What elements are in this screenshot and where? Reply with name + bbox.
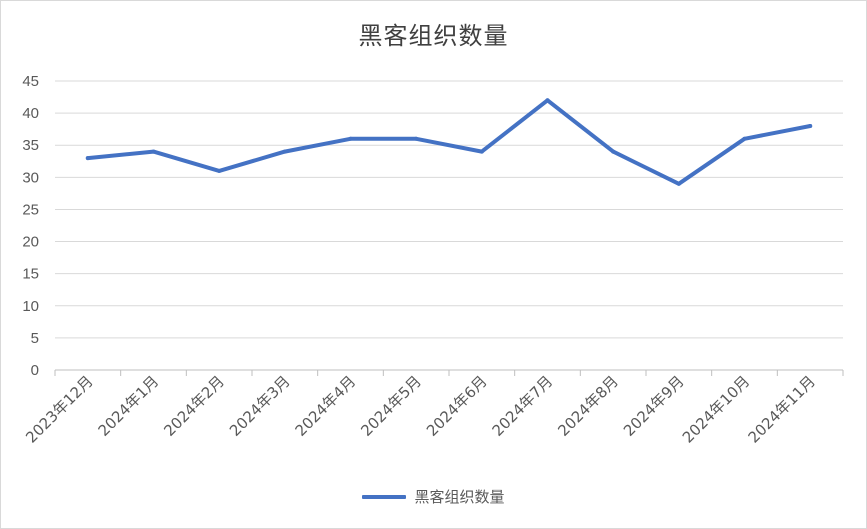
y-tick-label: 45	[22, 73, 39, 90]
x-tick-label: 2023年12月	[22, 372, 96, 446]
y-tick-label: 10	[22, 298, 39, 315]
data-point	[348, 136, 353, 141]
x-tick-label: 2024年10月	[679, 372, 753, 446]
data-point	[808, 123, 813, 128]
y-tick-label: 0	[31, 362, 39, 379]
series-line	[85, 98, 813, 186]
x-tick-label: 2024年8月	[554, 372, 622, 440]
data-point	[676, 181, 681, 186]
legend-swatch	[362, 494, 407, 499]
y-tick-label: 20	[22, 234, 39, 251]
data-point	[479, 149, 484, 154]
x-tick-label: 2024年4月	[292, 372, 360, 440]
legend-label: 黑客组织数量	[414, 488, 505, 506]
y-tick-label: 15	[22, 266, 39, 283]
legend: 黑客组织数量	[0, 486, 867, 507]
y-tick-label: 40	[22, 105, 39, 122]
chart-title: 黑客组织数量	[358, 22, 509, 50]
data-point	[742, 136, 747, 141]
x-tick-label: 2024年6月	[423, 372, 491, 440]
x-tick-label: 2024年7月	[489, 372, 557, 440]
data-point	[217, 168, 222, 173]
x-tick-label: 2024年9月	[620, 372, 688, 440]
data-point	[545, 98, 550, 103]
y-tick-label: 35	[22, 137, 39, 154]
y-tick-label: 25	[22, 201, 39, 218]
x-tick-label: 2024年11月	[745, 372, 819, 446]
x-tick-label: 2024年2月	[160, 372, 228, 440]
y-tick-label: 30	[22, 169, 39, 186]
data-point	[282, 149, 287, 154]
data-point	[611, 149, 616, 154]
data-point	[414, 136, 419, 141]
x-tick-label: 2024年5月	[357, 372, 425, 440]
y-tick-label: 5	[31, 330, 39, 347]
data-point	[85, 156, 90, 161]
x-tick-label: 2024年3月	[226, 372, 294, 440]
x-tick-label: 2024年1月	[95, 372, 163, 440]
data-point	[151, 149, 156, 154]
